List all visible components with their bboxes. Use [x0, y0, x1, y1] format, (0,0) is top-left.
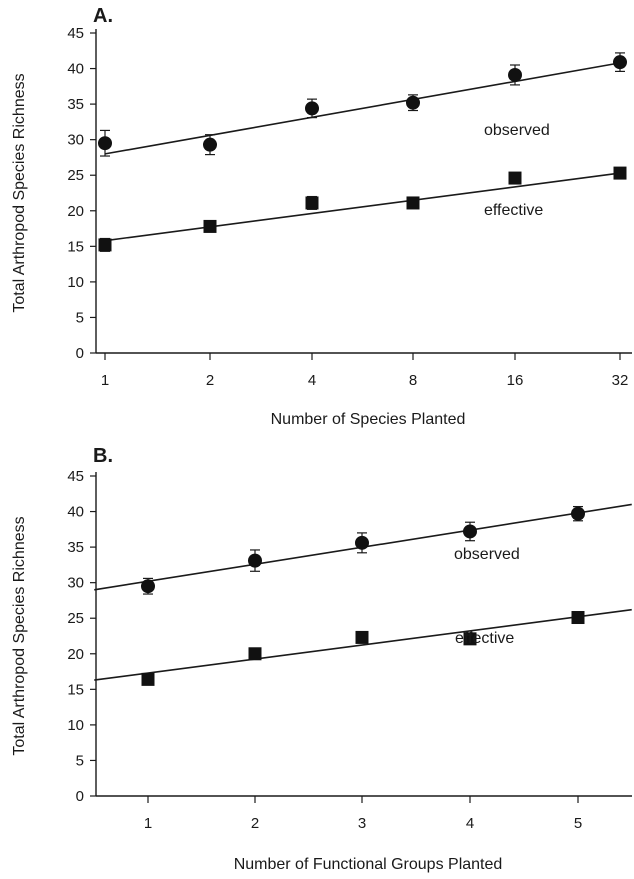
y-tick-label: 0: [76, 345, 84, 362]
data-point-observed: [571, 506, 585, 521]
data-point-effective: [141, 672, 155, 686]
data-point-effective: [203, 219, 217, 233]
x-tick-label: 1: [101, 372, 109, 389]
data-point-effective: [305, 196, 319, 210]
y-tick-label: 0: [76, 788, 84, 805]
data-point-effective: [248, 647, 262, 661]
data-point-observed: [305, 101, 319, 116]
y-tick-label: 35: [67, 539, 84, 556]
y-tick-label: 15: [67, 238, 84, 255]
y-tick-label: 20: [67, 646, 84, 663]
x-tick-label: 2: [251, 815, 259, 832]
x-tick-label: 1: [144, 815, 152, 832]
x-tick-label: 16: [507, 372, 524, 389]
panel-a: 0 5 10 15 20 25 30 35 40 45 1 2 4 8 16 32 Number of Spec…: [11, 5, 632, 428]
y-tick-label: 30: [67, 575, 84, 592]
y-tick-label: 10: [67, 274, 84, 291]
data-point-effective: [406, 196, 420, 210]
data-point-effective: [508, 171, 522, 185]
series-observed: observed: [98, 52, 627, 157]
series-observed: observed: [94, 503, 632, 595]
y-tick-label: 20: [67, 203, 84, 220]
y-tick-label: 25: [67, 610, 84, 627]
data-point-observed: [248, 553, 262, 568]
data-point-effective: [613, 166, 627, 180]
y-tick-label: 40: [67, 61, 84, 78]
data-point-observed: [613, 55, 627, 70]
y-tick-label: 40: [67, 504, 84, 521]
data-point-observed: [463, 524, 477, 539]
data-point-observed: [508, 67, 522, 82]
series-effective: effective: [98, 166, 627, 252]
data-point-effective: [463, 632, 477, 646]
data-point-observed: [406, 95, 420, 110]
fit-line-observed: [104, 62, 621, 155]
fit-line-effective: [104, 172, 621, 242]
data-point-observed: [355, 535, 369, 550]
y-tick-label: 10: [67, 717, 84, 734]
data-point-effective: [355, 630, 369, 644]
data-point-observed: [203, 137, 217, 152]
y-tick-label: 30: [67, 132, 84, 149]
x-axis-title: Number of Functional Groups Planted: [234, 856, 503, 873]
series-label-effective: effective: [455, 630, 514, 647]
data-point-effective: [571, 611, 585, 625]
series-label-observed: observed: [454, 546, 520, 563]
y-tick-label: 5: [76, 309, 84, 326]
x-tick-label: 5: [574, 815, 582, 832]
data-point-observed: [141, 579, 155, 594]
x-tick-label: 8: [409, 372, 417, 389]
y-axis-title: Total Arthropod Species Richness: [11, 516, 28, 755]
x-tick-label: 4: [308, 372, 316, 389]
panel-label: B.: [93, 445, 113, 467]
series-label-observed: observed: [484, 122, 550, 139]
y-tick-label: 15: [67, 681, 84, 698]
y-tick-label: 5: [76, 752, 84, 769]
y-axis-title: Total Arthropod Species Richness: [11, 73, 28, 312]
panel-label: A.: [93, 5, 113, 27]
y-tick-label: 35: [67, 96, 84, 113]
series-effective: effective: [94, 608, 632, 686]
x-tick-label: 3: [358, 815, 366, 832]
y-tick-label: 45: [67, 468, 84, 485]
x-axis-title: Number of Species Planted: [271, 411, 466, 428]
x-tick-label: 2: [206, 372, 214, 389]
x-tick-label: 32: [612, 372, 629, 389]
data-point-observed: [98, 136, 112, 151]
x-tick-label: 4: [466, 815, 474, 832]
fit-line-effective: [94, 608, 632, 681]
series-label-effective: effective: [484, 202, 543, 219]
y-tick-label: 45: [67, 25, 84, 42]
data-point-effective: [98, 238, 112, 252]
y-tick-label: 25: [67, 167, 84, 184]
